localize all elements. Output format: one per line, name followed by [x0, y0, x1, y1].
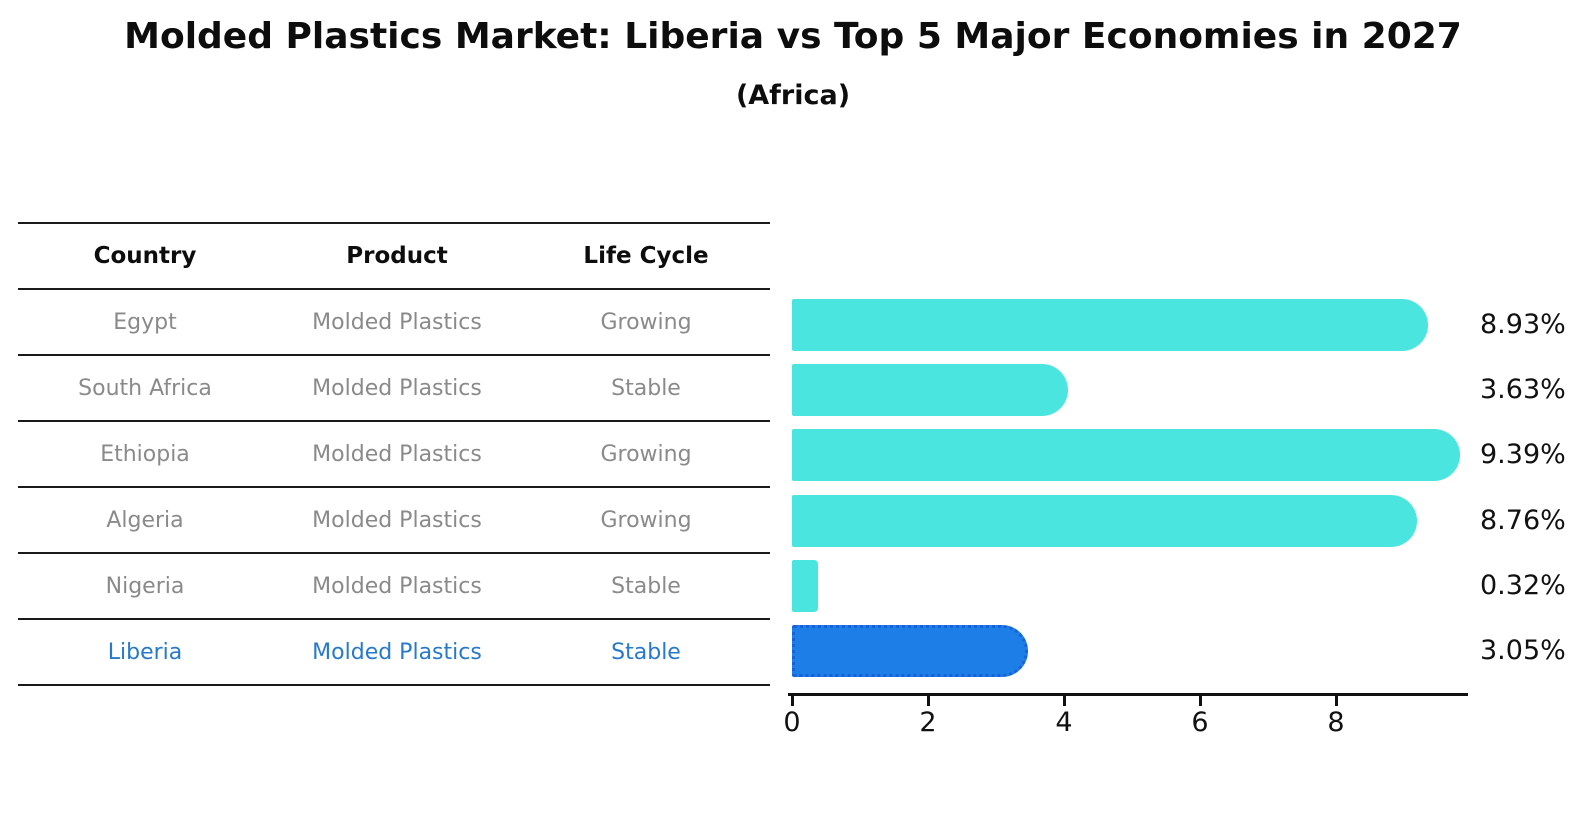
bar-highlight-liberia — [792, 625, 1028, 677]
cell-product: Molded Plastics — [312, 309, 482, 335]
cell-country: Algeria — [106, 507, 184, 533]
x-axis-tick-mark — [927, 696, 930, 706]
value-label: 9.39% — [1480, 439, 1566, 470]
x-axis-tick-mark — [1199, 696, 1202, 706]
cell-product: Molded Plastics — [312, 441, 482, 467]
cell-life-cycle: Growing — [600, 441, 692, 467]
table-header-cell: Product — [346, 243, 448, 269]
cell-product: Molded Plastics — [312, 639, 482, 665]
bar-nigeria — [792, 560, 818, 612]
table-header-cell: Life Cycle — [583, 243, 709, 269]
cell-product: Molded Plastics — [312, 375, 482, 401]
value-label: 0.32% — [1480, 570, 1566, 601]
x-axis-line — [788, 693, 1468, 696]
bar-algeria — [792, 495, 1417, 547]
x-axis-tick-mark — [791, 696, 794, 706]
table-header-cell: Country — [93, 243, 197, 269]
x-axis-tick-mark — [1063, 696, 1066, 706]
bar-ethiopia — [792, 429, 1460, 481]
bar-south-africa — [792, 364, 1068, 416]
cell-country: Liberia — [107, 639, 183, 665]
value-label: 3.63% — [1480, 374, 1566, 405]
table-body: Egypt Molded Plastics Growing South Africa M… — [18, 290, 770, 686]
table-row: Ethiopia Molded Plastics Growing — [18, 422, 770, 488]
cell-life-cycle: Stable — [611, 573, 681, 599]
table-row: Egypt Molded Plastics Growing — [18, 290, 770, 356]
cell-country: Nigeria — [105, 573, 185, 599]
cell-country: South Africa — [78, 375, 212, 401]
cell-life-cycle: Stable — [611, 639, 681, 665]
chart-subtitle: (Africa) — [735, 80, 851, 111]
value-label: 3.05% — [1480, 635, 1566, 666]
x-axis-tick-label: 2 — [919, 707, 937, 738]
cell-country: Egypt — [113, 309, 177, 335]
table-row: South Africa Molded Plastics Stable — [18, 356, 770, 422]
value-label: 8.93% — [1480, 309, 1566, 340]
cell-life-cycle: Growing — [600, 309, 692, 335]
table-row: Nigeria Molded Plastics Stable — [18, 554, 770, 620]
table-row: Algeria Molded Plastics Growing — [18, 488, 770, 554]
x-axis-tick-label: 6 — [1191, 707, 1209, 738]
cell-life-cycle: Growing — [600, 507, 692, 533]
cell-product: Molded Plastics — [312, 507, 482, 533]
chart-title: Molded Plastics Market: Liberia vs Top 5… — [124, 16, 1462, 57]
table-row: Liberia Molded Plastics Stable — [18, 620, 770, 686]
x-axis-tick-mark — [1335, 696, 1338, 706]
country-table: Country Product Life Cycle Egypt Molded Pla… — [18, 222, 770, 686]
bar-egypt — [792, 299, 1428, 351]
x-axis-tick-label: 0 — [783, 707, 801, 738]
x-axis-tick-label: 4 — [1055, 707, 1073, 738]
x-axis-tick-label: 8 — [1327, 707, 1345, 738]
cell-life-cycle: Stable — [611, 375, 681, 401]
table-header-row: Country Product Life Cycle — [18, 224, 770, 290]
value-label: 8.76% — [1480, 505, 1566, 536]
cell-product: Molded Plastics — [312, 573, 482, 599]
cell-country: Ethiopia — [100, 441, 190, 467]
